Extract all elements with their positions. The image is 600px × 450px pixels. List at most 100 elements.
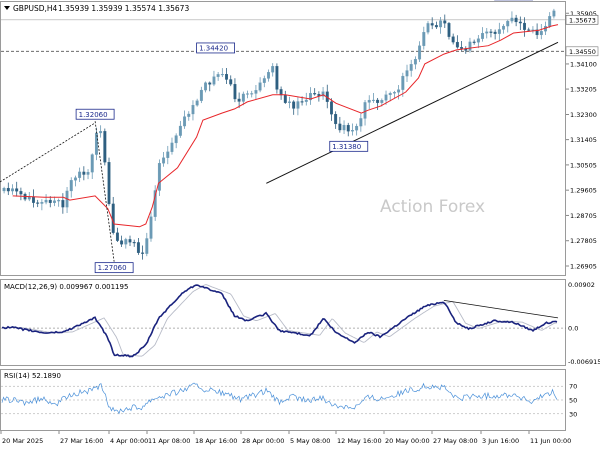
- price-tick-label: 1.29605: [570, 187, 597, 195]
- candle-body: [267, 72, 270, 79]
- symbol-label: GBPUSD,H4: [13, 4, 58, 13]
- candle-body: [271, 66, 275, 73]
- candle-body: [338, 123, 342, 131]
- time-tick-label: 12 May 16:00: [337, 437, 382, 445]
- candle-body: [334, 114, 338, 125]
- candle-body: [350, 130, 354, 132]
- candle-body: [430, 23, 434, 26]
- candle-body: [472, 41, 476, 43]
- rsi-axis: 70 50 30: [569, 383, 577, 419]
- candle-body: [187, 113, 191, 117]
- candle-body: [99, 131, 103, 134]
- candle-body: [527, 29, 531, 31]
- price-tick-label: 1.28705: [570, 212, 597, 220]
- candle-body: [241, 93, 245, 102]
- current-price-box: [565, 14, 599, 25]
- price-tick-label: 1.31405: [570, 136, 597, 144]
- candle-body: [145, 238, 149, 254]
- candle-body: [493, 31, 497, 34]
- candle-body: [170, 142, 174, 152]
- candle-body: [346, 124, 350, 132]
- candle-body: [19, 191, 23, 195]
- candle-body: [376, 99, 380, 103]
- candle-body: [371, 99, 375, 101]
- rsi-lines: [1, 382, 566, 415]
- price-annotation-label: 1.34420: [199, 45, 228, 53]
- candle-body: [61, 200, 65, 208]
- candle-body: [535, 29, 539, 36]
- price-annotation-box: [94, 262, 134, 274]
- candle-body: [183, 116, 187, 127]
- candle-body: [195, 100, 199, 106]
- price-tick-label: 1.34100: [570, 60, 597, 68]
- price-annotation-label: 1.27060: [98, 264, 127, 272]
- candle-body: [426, 23, 430, 33]
- watermark: Action Forex: [380, 197, 485, 217]
- rsi-tick-label: 30: [569, 410, 577, 418]
- candle-body: [275, 66, 279, 90]
- rsi-tick-label: 70: [569, 383, 577, 391]
- candle-body: [124, 239, 128, 245]
- candle-body: [120, 240, 124, 245]
- price-tick-label: 1.32300: [570, 111, 597, 119]
- current-price-label: 1.35673: [569, 16, 596, 24]
- price-annotation-box: [196, 42, 235, 54]
- rsi-tick-label: 50: [569, 397, 577, 405]
- candle-body: [82, 171, 86, 175]
- ohlc-values: 1.35939 1.35939 1.35574 1.35673: [58, 4, 189, 13]
- time-tick-label: 5 May 08:00: [290, 437, 330, 445]
- moving-average-line: [12, 24, 559, 228]
- price-tick-label: 1.30505: [570, 161, 597, 169]
- candle-body: [439, 20, 443, 28]
- candle-body: [523, 22, 526, 30]
- candle-body: [162, 157, 166, 164]
- candle-body: [388, 93, 392, 95]
- candle-body: [233, 84, 237, 100]
- price-annotation-label: 1.31380: [332, 143, 361, 151]
- candle-body: [283, 94, 287, 103]
- candle-body: [2, 187, 6, 192]
- candle-body: [342, 124, 346, 131]
- macd-tick-label: 0.00902: [568, 281, 595, 289]
- price-panel: [0, 1, 566, 276]
- candle-body: [460, 47, 464, 49]
- candle-body: [15, 188, 19, 192]
- candle-body: [208, 82, 212, 85]
- candle-body: [199, 89, 203, 101]
- rsi-label: RSI(14) 52.1890: [4, 372, 61, 380]
- time-tick-label: 28 Apr 00:00: [242, 437, 284, 445]
- candle-body: [309, 93, 312, 101]
- macd-tick-label: 0.0: [568, 325, 578, 333]
- price-tick-label: 1.26905: [570, 262, 597, 270]
- candle-body: [497, 29, 501, 34]
- candle-body: [313, 93, 317, 95]
- candle-body: [220, 74, 224, 76]
- candle-body: [279, 89, 283, 96]
- candle-body: [40, 202, 44, 204]
- candle-body: [141, 252, 145, 254]
- dropdown-triangle-icon: [4, 6, 10, 10]
- candle-body: [422, 32, 426, 46]
- candle-body: [136, 242, 140, 253]
- candle-body: [363, 102, 367, 119]
- candle-body: [304, 99, 308, 102]
- candle-body: [367, 99, 371, 103]
- candle-body: [246, 93, 249, 95]
- candle-body: [6, 187, 10, 192]
- candle-body: [225, 74, 228, 80]
- candle-body: [288, 101, 291, 103]
- candle-body: [258, 82, 262, 91]
- candle-body: [552, 10, 556, 17]
- time-tick-label: 3 Jun 16:00: [482, 437, 519, 445]
- candle-body: [434, 25, 438, 28]
- time-tick-label: 11 Jun 00:00: [530, 437, 571, 445]
- candle-body: [44, 199, 48, 203]
- price-tick-label: 1.33205: [570, 86, 597, 94]
- price-annotation-label: 1.32060: [79, 111, 108, 119]
- moving-average: [12, 24, 559, 228]
- candle-body: [11, 188, 14, 192]
- candle-body: [153, 190, 157, 217]
- time-tick-label: 20 Mar 2025: [2, 437, 43, 445]
- candle-body: [330, 101, 333, 115]
